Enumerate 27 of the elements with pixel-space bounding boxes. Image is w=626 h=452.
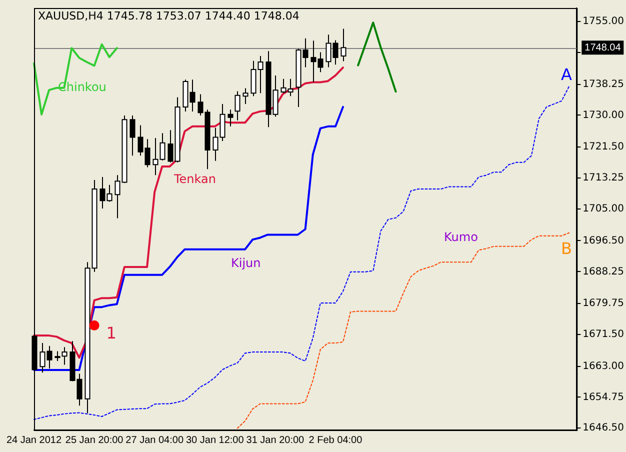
chart-title: XAUUSD,H4 1745.78 1753.07 1744.40 1748.04 xyxy=(38,9,300,22)
x-tick-label: 24 Jan 2012 xyxy=(6,434,62,446)
y-tick-label: 1696.50 xyxy=(582,235,624,246)
y-tick-label: 1738.25 xyxy=(582,78,624,90)
x-tick-label: 30 Jan 12:00 xyxy=(186,434,244,446)
x-tick-label: 2 Feb 04:00 xyxy=(308,434,363,446)
x-tick-label: 25 Jan 20:00 xyxy=(65,434,124,446)
series-label: Tenkan xyxy=(173,172,216,186)
x-tick-label: 31 Jan 20:00 xyxy=(246,434,305,446)
x-tick-label: 27 Jan 04:00 xyxy=(126,434,184,446)
y-tick-label: 1730.00 xyxy=(582,110,624,121)
y-tick-label: 1688.25 xyxy=(582,266,624,278)
y-tick-label: 1646.50 xyxy=(582,422,624,434)
y-tick-label: 1721.50 xyxy=(582,142,624,153)
y-tick-label: 1671.50 xyxy=(582,329,624,340)
annotation: Kumo xyxy=(444,230,478,244)
y-tick-label: 1755.00 xyxy=(582,16,624,28)
ref-line-label: 1748.04 xyxy=(584,42,622,54)
series-label: B xyxy=(561,239,572,258)
y-tick-label: 1654.75 xyxy=(582,392,624,403)
series-label: A xyxy=(561,65,572,84)
y-tick-label: 1705.00 xyxy=(582,203,624,214)
y-tick-label: 1679.75 xyxy=(582,298,624,310)
annotation: 1 xyxy=(106,324,116,343)
y-tick-label: 1713.25 xyxy=(582,172,624,184)
y-tick-label: 1663.00 xyxy=(582,360,624,372)
series-label: Kijun xyxy=(231,256,261,270)
